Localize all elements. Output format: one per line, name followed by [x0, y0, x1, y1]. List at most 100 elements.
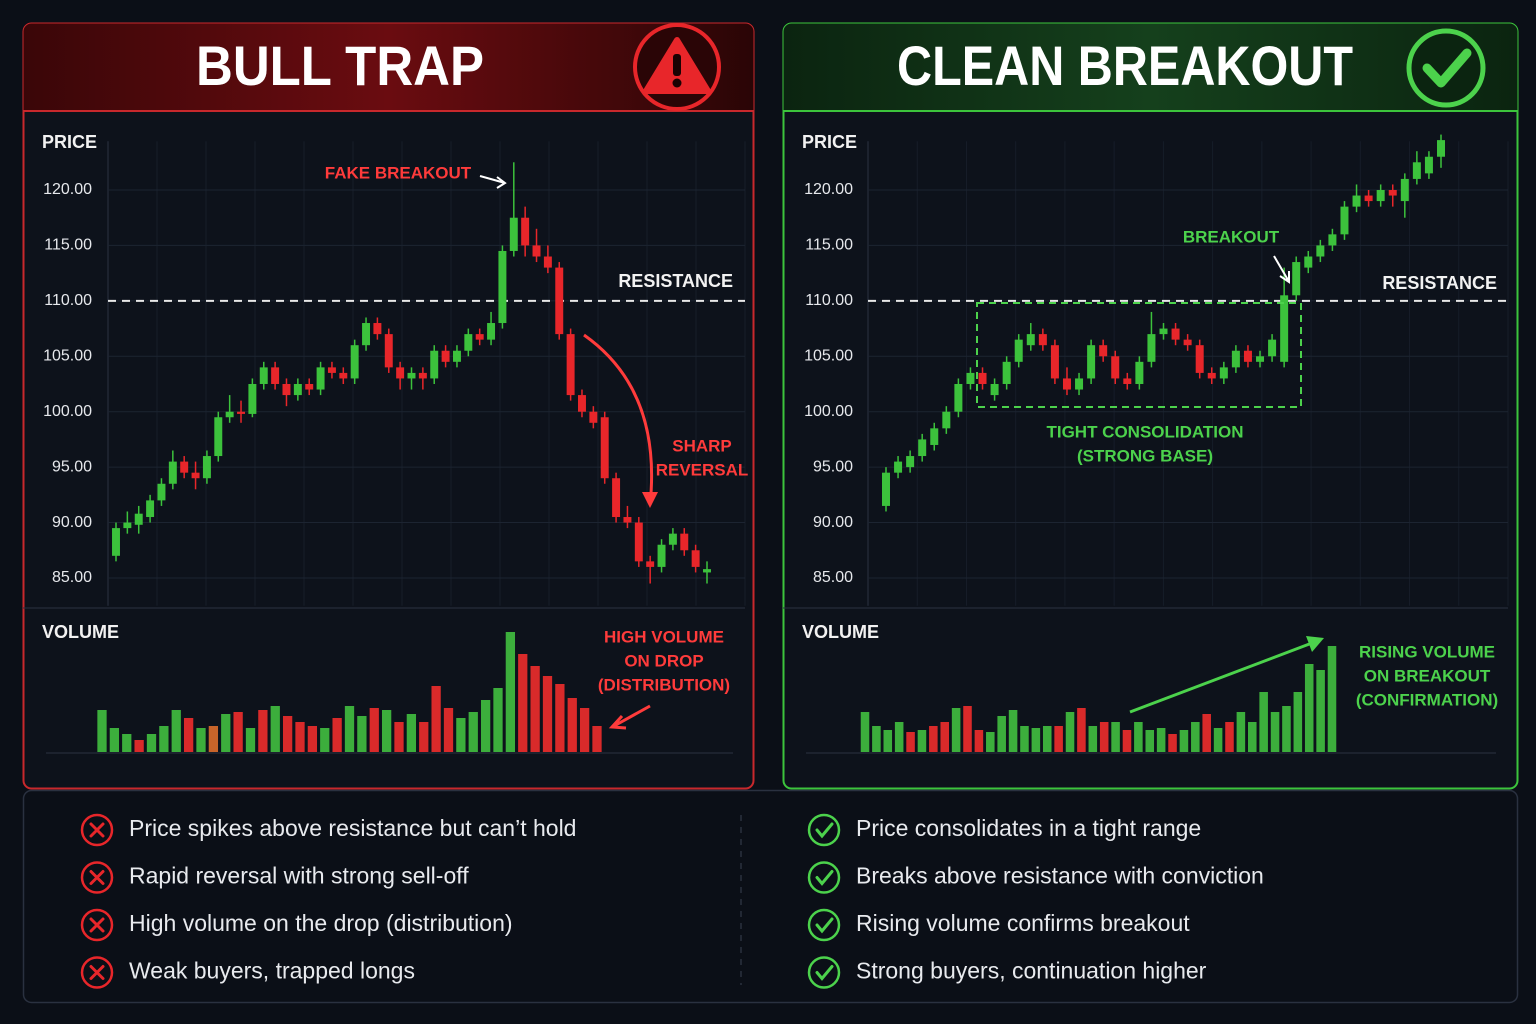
candle-body — [555, 267, 564, 335]
volume-bar — [997, 716, 1006, 752]
volume-bar — [1202, 714, 1211, 752]
candle-body — [180, 461, 189, 473]
candle-body — [589, 411, 598, 423]
candle-body — [1340, 206, 1349, 235]
axis-label: PRICE — [42, 132, 97, 152]
annotation: FAKE BREAKOUT — [325, 163, 472, 182]
volume-bar — [159, 726, 169, 752]
candle-body — [464, 334, 473, 351]
candle-body — [316, 367, 325, 390]
volume-bar — [906, 732, 915, 752]
volume-bar — [258, 710, 268, 752]
check-icon — [807, 813, 841, 847]
volume-bar — [579, 708, 590, 752]
volume-bar — [419, 722, 429, 752]
y-tick-label: 110.00 — [44, 292, 92, 309]
arrow — [479, 175, 507, 189]
header-left — [23, 23, 754, 111]
y-tick-label: 110.00 — [805, 292, 853, 309]
volume-bar — [493, 688, 503, 752]
volume-bar — [1065, 712, 1075, 752]
volume-bar — [940, 722, 950, 752]
candle-body — [1123, 378, 1132, 384]
volume-bar — [1008, 710, 1018, 752]
candle-body — [1183, 339, 1192, 346]
candle-body — [498, 250, 507, 324]
y-tick-label: 115.00 — [805, 237, 853, 254]
candle-body — [930, 428, 939, 445]
summary-item: Rapid reversal with strong sell-off — [129, 863, 469, 889]
warning-icon — [633, 23, 721, 111]
volume-bar — [97, 710, 107, 752]
candle-body — [612, 478, 621, 518]
candle-body — [1050, 345, 1059, 379]
candle-body — [1388, 189, 1397, 196]
summary-item: Price consolidates in a tight range — [856, 815, 1201, 841]
y-tick-label: 85.00 — [52, 569, 92, 586]
candle-body — [1147, 334, 1156, 362]
candle-body — [259, 367, 268, 384]
volume-bar — [270, 706, 280, 752]
y-tick-label: 85.00 — [813, 569, 853, 586]
volume-bar — [1111, 722, 1120, 752]
volume-bar — [505, 632, 516, 752]
panel-title: BULL TRAP — [196, 34, 484, 97]
y-tick-label: 105.00 — [43, 347, 92, 364]
volume-bar — [394, 722, 404, 752]
candle-body — [954, 383, 963, 412]
header-right — [783, 23, 1518, 111]
candle-body — [327, 367, 336, 373]
candle-body — [691, 550, 700, 567]
volume-bar — [1042, 726, 1052, 752]
candle-body — [918, 439, 927, 457]
cross-icon — [80, 956, 114, 989]
check-mark — [815, 917, 834, 934]
candle-body — [214, 417, 223, 457]
y-tick-label: 95.00 — [52, 458, 92, 475]
panel-left — [22, 22, 755, 790]
candle-body — [396, 367, 405, 379]
volume-bar — [1134, 722, 1143, 752]
volume-bar — [208, 726, 219, 752]
candle-body — [657, 544, 666, 567]
candle-body — [990, 383, 999, 396]
arrowhead — [1306, 636, 1324, 652]
annotation: ON DROP — [624, 651, 703, 670]
candle-body — [1038, 334, 1047, 346]
volume-bar — [357, 716, 367, 752]
candle-body — [373, 323, 382, 335]
candle-body — [418, 372, 427, 379]
candle-body — [430, 350, 439, 379]
candle-body — [703, 569, 711, 573]
volume-bar — [883, 730, 893, 752]
volume-bar — [1282, 706, 1291, 752]
candle-body — [384, 334, 393, 368]
volume-bar — [974, 730, 984, 752]
candle-body — [1099, 345, 1108, 357]
candle-body — [1424, 156, 1433, 174]
candle-body — [680, 533, 689, 551]
volume-bar — [381, 710, 392, 752]
volume-bar — [1225, 722, 1234, 752]
volume-bar — [1054, 726, 1063, 752]
candle-body — [1002, 361, 1011, 384]
arrow — [583, 333, 654, 506]
y-tick-label: 120.00 — [804, 181, 853, 198]
candle-body — [942, 411, 951, 429]
volume-bar — [1156, 728, 1166, 752]
annotation: (CONFIRMATION) — [1356, 690, 1498, 709]
volume-bar — [951, 708, 961, 752]
annotation: (DISTRIBUTION) — [598, 675, 730, 694]
volume-bar — [480, 700, 491, 752]
volume-bar — [443, 708, 454, 752]
candle-body — [123, 522, 132, 529]
panel-title: CLEAN BREAKOUT — [897, 34, 1353, 97]
y-tick-label: 115.00 — [44, 237, 92, 254]
candle-body — [978, 372, 987, 384]
candle-body — [248, 383, 257, 414]
volume-bar — [320, 728, 330, 752]
candle-body — [600, 417, 609, 479]
volume-bar — [456, 718, 466, 752]
arrow — [1273, 255, 1290, 284]
